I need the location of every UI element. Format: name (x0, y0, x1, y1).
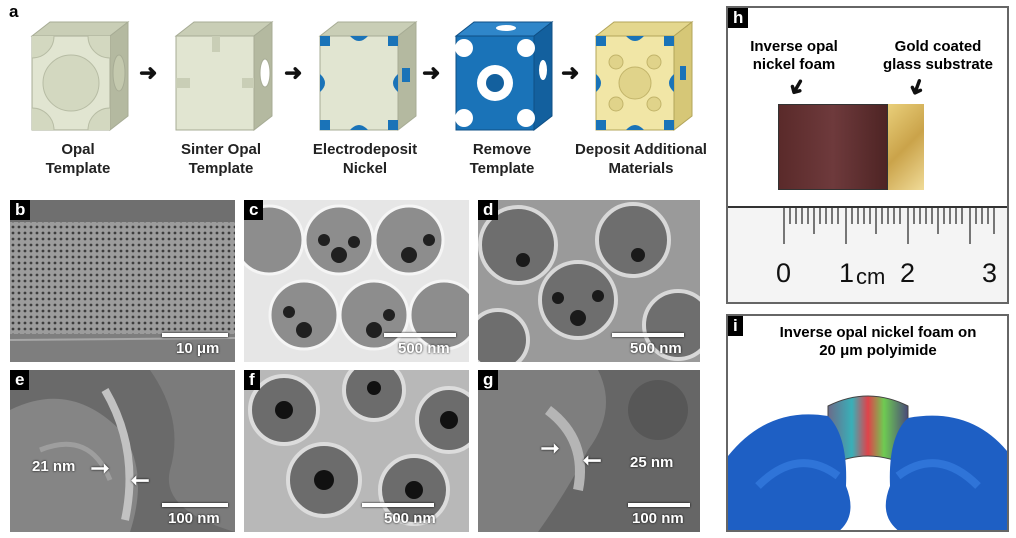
panel-label-i: i (728, 316, 743, 336)
ruler (728, 206, 1007, 302)
scale-bar-g (628, 503, 690, 507)
nickel-foam-sample (778, 104, 888, 190)
panel-label-d: d (478, 200, 499, 220)
cross-section-image (10, 200, 235, 362)
panel-label-g: g (478, 370, 499, 390)
panel-label-e: e (10, 370, 30, 390)
process-arrow-2: ➜ (284, 60, 303, 85)
caption-gold-substrate: Gold coated glass substrate (882, 38, 994, 73)
sinter-opal-cube (174, 20, 274, 132)
panel-label-b: b (10, 200, 31, 220)
porous-surface-image (244, 370, 469, 532)
process-arrow-4: ➜ (561, 60, 580, 85)
scale-bar-c (384, 333, 456, 337)
ruler-mark-0: 0 (776, 258, 792, 288)
scale-label-g: 100 nm (632, 510, 684, 527)
photo-panel-i: i Inverse opal nickel foam on 20 μm polyi… (726, 314, 1009, 532)
sem-panel-c: c 500 nm (244, 200, 469, 362)
ruler-mark-2: 2 (900, 258, 916, 288)
sem-panel-b: b 10 μm (10, 200, 235, 362)
electrodeposit-cube (318, 20, 418, 132)
caption-polyimide: Inverse opal nickel foam on 20 μm polyimi… (779, 324, 977, 359)
step-caption-remove: Remove Template (469, 141, 535, 177)
scale-bar-e (162, 503, 228, 507)
scale-label-f: 500 nm (384, 510, 436, 527)
scale-label-c: 500 nm (398, 340, 450, 357)
additional-materials-cube (594, 20, 694, 132)
ruler-mark-3: 3 (982, 258, 998, 288)
arrow-right-icon: ➞ (90, 455, 111, 482)
coated-view-image (478, 200, 700, 362)
caption-inverse-opal: Inverse opal nickel foam (750, 38, 838, 73)
panel-label-c: c (244, 200, 264, 220)
dimension-label-e: 21 nm (32, 458, 76, 475)
sem-panel-e: e 21 nm ➞ ➞ 100 nm (10, 370, 235, 532)
arrow-right-icon: ➞ (540, 435, 561, 462)
gold-substrate (888, 104, 924, 190)
sem-panel-f: f 500 nm (244, 370, 469, 532)
arrow-left-icon: ➞ (130, 467, 151, 494)
arrow-down-icon: ➜ (782, 73, 814, 102)
ruler-ticks (783, 208, 995, 244)
scale-bar-b (162, 333, 228, 337)
top-view-image (244, 200, 469, 362)
step-caption-deposit: Deposit Additional Materials (575, 141, 707, 177)
scale-bar-d (612, 333, 684, 337)
arrow-left-icon: ➞ (582, 447, 603, 474)
nickel-scaffold-cube (454, 20, 554, 132)
step-caption-electrodeposit: Electrodeposit Nickel (312, 141, 418, 177)
panel-label-f: f (244, 370, 260, 390)
scale-label-e: 100 nm (168, 510, 220, 527)
scale-bar-f (362, 503, 434, 507)
ridge-closeup-image (10, 370, 235, 532)
scale-label-b: 10 μm (176, 340, 220, 357)
opal-template-cube (30, 20, 130, 132)
photo-panel-h: h Inverse opal nickel foam Gold coated gla… (726, 6, 1009, 304)
scale-label-d: 500 nm (630, 340, 682, 357)
process-arrow-1: ➜ (139, 60, 158, 85)
flexible-sample-photo (728, 376, 1007, 530)
sem-panel-d: d 500 nm (478, 200, 700, 362)
sem-panel-g: g ➞ ➞ 25 nm 100 nm (478, 370, 700, 532)
step-caption-opal: Opal Template (45, 141, 111, 177)
process-arrow-3: ➜ (422, 60, 441, 85)
panel-label-h: h (728, 8, 749, 28)
ruler-mark-1: 1 (839, 258, 855, 288)
dimension-label-g: 25 nm (630, 454, 674, 471)
ruler-unit: cm (856, 264, 886, 289)
panel-label-a: a (4, 2, 24, 22)
arrow-down-icon: ➜ (902, 74, 933, 101)
step-caption-sinter: Sinter Opal Template (180, 141, 262, 177)
